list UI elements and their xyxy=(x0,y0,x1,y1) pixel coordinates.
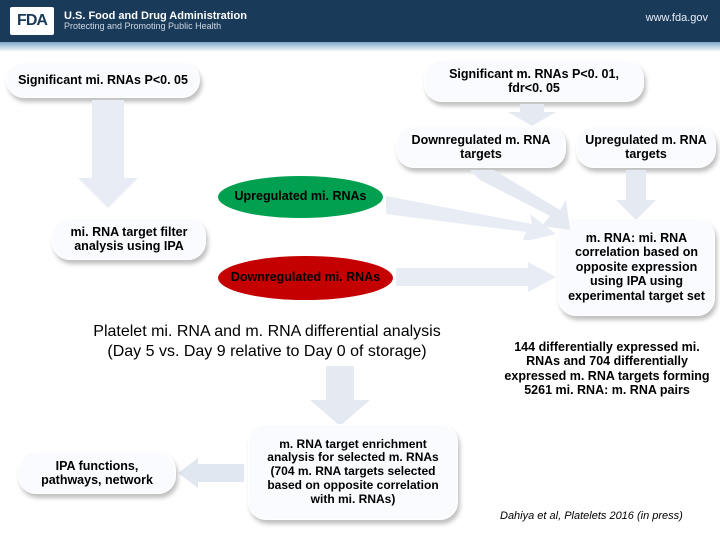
arrow-sigmrna-down xyxy=(508,104,556,126)
arrow-upmrna-to-corr xyxy=(616,170,656,220)
pill-down-mrna-targets: Downregulated m. RNA targets xyxy=(396,126,566,168)
main-title: Platelet mi. RNA and m. RNA differential… xyxy=(52,322,482,362)
main-title-line2: (Day 5 vs. Day 9 relative to Day 0 of st… xyxy=(107,343,426,360)
note-diff-pairs: 144 differentially expressed mi. RNAs an… xyxy=(497,340,717,398)
fda-url: www.fda.gov xyxy=(646,12,708,24)
header-swoop xyxy=(0,42,720,52)
fda-logo: FDA xyxy=(10,7,54,35)
ellipse-upregulated-mirnas: Upregulated mi. RNAs xyxy=(218,176,383,218)
fda-title-block: U.S. Food and Drug Administration Protec… xyxy=(64,11,247,32)
pill-sig-mrna: Significant m. RNAs P<0. 01, fdr<0. 05 xyxy=(424,60,644,102)
fda-title-tagline: Protecting and Promoting Public Health xyxy=(64,22,247,31)
citation: Dahiya et al, Platelets 2016 (in press) xyxy=(500,510,683,522)
pill-ipa-filter: mi. RNA target filter analysis using IPA xyxy=(52,218,206,260)
pill-ipa-functions: IPA functions, pathways, network xyxy=(18,452,176,494)
arrow-enrich-to-ipafunc xyxy=(178,458,244,488)
arrow-sigmirna-down xyxy=(78,100,138,210)
pill-up-mrna-targets: Upregulated m. RNA targets xyxy=(576,126,716,168)
fda-header: FDA U.S. Food and Drug Administration Pr… xyxy=(0,0,720,42)
pill-sig-mirna: Significant mi. RNAs P<0. 05 xyxy=(6,62,200,98)
arrow-red-to-corr xyxy=(396,262,556,292)
pill-enrichment: m. RNA target enrichment analysis for se… xyxy=(248,424,458,520)
main-title-line1: Platelet mi. RNA and m. RNA differential… xyxy=(93,323,440,340)
ellipse-downregulated-mirnas: Downregulated mi. RNAs xyxy=(218,256,393,300)
arrow-green-to-corr xyxy=(386,190,556,240)
pill-correlation: m. RNA: mi. RNA correlation based on opp… xyxy=(558,218,715,316)
arrow-title-to-enrich xyxy=(310,366,370,426)
